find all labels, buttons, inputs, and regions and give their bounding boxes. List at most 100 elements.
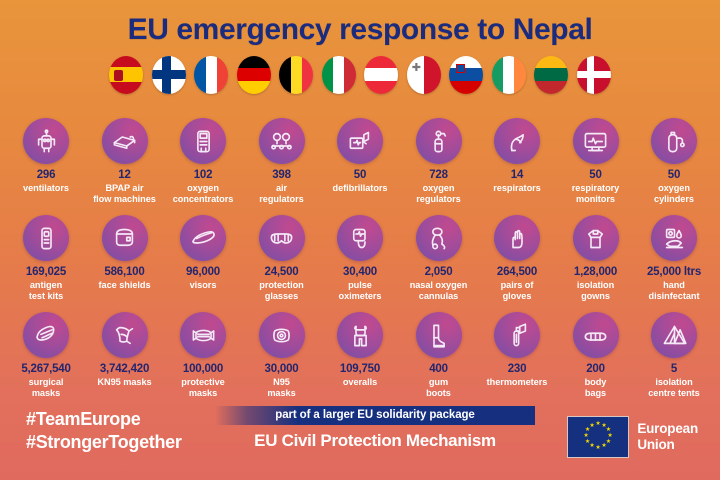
stat-item: 5,267,540 surgical masks bbox=[8, 312, 84, 398]
stat-item: 586,100 face shields bbox=[87, 215, 163, 291]
stat-number: 3,742,420 bbox=[99, 363, 150, 375]
hashtag-team-europe: #TeamEurope bbox=[26, 409, 141, 429]
stat-number: 200 bbox=[586, 363, 605, 375]
stat-number: 400 bbox=[429, 363, 448, 375]
stat-number: 728 bbox=[429, 169, 448, 181]
stat-number: 5,267,540 bbox=[21, 363, 71, 375]
stat-item: 200 body bags bbox=[558, 312, 634, 398]
stat-label: ventilators bbox=[23, 183, 69, 194]
stat-number: 14 bbox=[510, 169, 524, 181]
hand-disinfectant-icon bbox=[651, 215, 697, 261]
mechanism-label: EU Civil Protection Mechanism bbox=[254, 431, 496, 450]
stat-label: antigen test kits bbox=[28, 280, 64, 301]
stat-item: 50 defibrillators bbox=[322, 118, 398, 194]
footer-center: part of a larger EU solidarity package E… bbox=[215, 406, 535, 451]
respiratory-monitor-icon bbox=[572, 118, 619, 164]
flag-france bbox=[194, 55, 229, 94]
stat-number: 30,400 bbox=[343, 266, 377, 278]
row-inner: 296 ventilators 12 BPAP air flow machines 102… bbox=[8, 118, 712, 204]
eu-star-icon: ★ bbox=[601, 422, 607, 429]
stat-label: isolation gowns bbox=[576, 280, 615, 301]
flag-germany bbox=[236, 55, 271, 94]
stat-number: 50 bbox=[353, 169, 367, 181]
visor-icon bbox=[180, 215, 226, 261]
eu-star-icon: ★ bbox=[605, 427, 612, 433]
eu-star-icon: ★ bbox=[605, 439, 612, 445]
pulse-oximeter-icon bbox=[337, 215, 383, 261]
eu-text-line-1: European bbox=[637, 420, 698, 436]
eu-star-icon: ★ bbox=[589, 422, 595, 429]
isolation-tent-icon bbox=[651, 312, 697, 358]
respirator-icon bbox=[494, 118, 540, 164]
stat-label: nasal oxygen cannulas bbox=[409, 280, 468, 301]
stat-item: 100,000 protective masks bbox=[165, 312, 241, 398]
oxygen-concentrator-icon bbox=[180, 118, 226, 164]
stat-item: 398 air regulators bbox=[244, 118, 320, 204]
stat-number: 30,000 bbox=[264, 363, 299, 375]
defibrillator-icon bbox=[337, 118, 383, 164]
eu-text-line-2: Union bbox=[637, 437, 675, 452]
flag-italy bbox=[321, 55, 356, 94]
isolation-gown-icon bbox=[572, 215, 619, 261]
eu-logo: ★ ★ ★ ★ ★ ★ ★ ★ ★ ★ ★ ★ European Union bbox=[567, 416, 698, 458]
stat-label: thermometers bbox=[486, 377, 548, 388]
stat-item: 230 thermometers bbox=[479, 312, 555, 388]
flag-spain bbox=[109, 55, 144, 94]
eu-star-icon: ★ bbox=[601, 443, 607, 450]
page-title: EU emergency response to Nepal bbox=[127, 13, 593, 46]
stat-number: 1,28,000 bbox=[573, 266, 618, 278]
stat-label: isolation centre tents bbox=[648, 377, 700, 398]
face-shield-icon bbox=[101, 215, 148, 261]
stat-label: respiratory monitors bbox=[571, 183, 620, 204]
stat-label: defibrillators bbox=[332, 183, 388, 194]
stat-item: 264,500 pairs of gloves bbox=[479, 215, 555, 301]
stat-item: 400 gum boots bbox=[401, 312, 477, 398]
overalls-icon bbox=[337, 312, 383, 358]
body-bag-icon bbox=[572, 312, 619, 358]
protection-glasses-icon bbox=[258, 215, 305, 261]
stat-number: 24,500 bbox=[264, 266, 299, 278]
stat-label: BPAP air flow machines bbox=[93, 183, 156, 204]
bpap-machine-icon bbox=[101, 118, 148, 164]
thermometer-icon bbox=[494, 312, 540, 358]
eu-logo-text: European Union bbox=[637, 421, 698, 453]
flag-belgium bbox=[279, 55, 314, 94]
stat-label: oxygen cylinders bbox=[654, 183, 694, 204]
eu-star-icon: ★ bbox=[589, 443, 595, 450]
stat-item: 5 isolation centre tents bbox=[636, 312, 712, 398]
stat-item: 14 respirators bbox=[479, 118, 555, 194]
stat-label: pairs of gloves bbox=[500, 280, 534, 301]
stat-label: gum boots bbox=[426, 377, 451, 398]
stat-label: KN95 masks bbox=[97, 377, 152, 388]
flag-ireland bbox=[491, 55, 526, 94]
footer: #TeamEurope #StrongerTogether part of a … bbox=[0, 404, 720, 480]
n95-mask-icon bbox=[258, 312, 305, 358]
flag-denmark bbox=[576, 55, 611, 94]
kn95-mask-icon bbox=[101, 312, 148, 358]
stat-label: protective masks bbox=[181, 377, 225, 398]
eu-star-icon: ★ bbox=[584, 427, 591, 433]
hashtags: #TeamEurope #StrongerTogether bbox=[26, 408, 182, 454]
gloves-icon bbox=[494, 215, 540, 261]
items-row-2: 169,025 antigen test kits 586,100 face shiel… bbox=[0, 215, 720, 301]
eu-star-icon: ★ bbox=[584, 439, 591, 445]
stat-label: visors bbox=[189, 280, 217, 291]
stat-item: 728 oxygen regulators bbox=[401, 118, 477, 204]
flag-slovenia bbox=[449, 55, 484, 94]
stat-number: 50 bbox=[589, 169, 602, 181]
flag-strip: ✚ bbox=[0, 55, 720, 94]
eu-star-icon: ★ bbox=[583, 433, 589, 439]
stat-label: body bags bbox=[584, 377, 607, 398]
hashtag-stronger-together: #StrongerTogether bbox=[26, 432, 182, 453]
eu-star-icon: ★ bbox=[595, 445, 601, 451]
stat-item: 30,000 N95 masks bbox=[244, 312, 320, 398]
nasal-cannula-icon bbox=[415, 215, 462, 261]
stat-number: 25,000 ltrs bbox=[646, 266, 702, 278]
items-row-3: 5,267,540 surgical masks 3,742,420 KN95 mask… bbox=[0, 312, 720, 398]
protective-mask-icon bbox=[180, 312, 226, 358]
stat-number: 96,000 bbox=[186, 266, 220, 278]
row-inner: 169,025 antigen test kits 586,100 face shiel… bbox=[8, 215, 712, 301]
stat-label: oxygen concentrators bbox=[172, 183, 234, 204]
stat-number: 100,000 bbox=[182, 363, 224, 375]
stat-label: surgical masks bbox=[28, 377, 64, 398]
